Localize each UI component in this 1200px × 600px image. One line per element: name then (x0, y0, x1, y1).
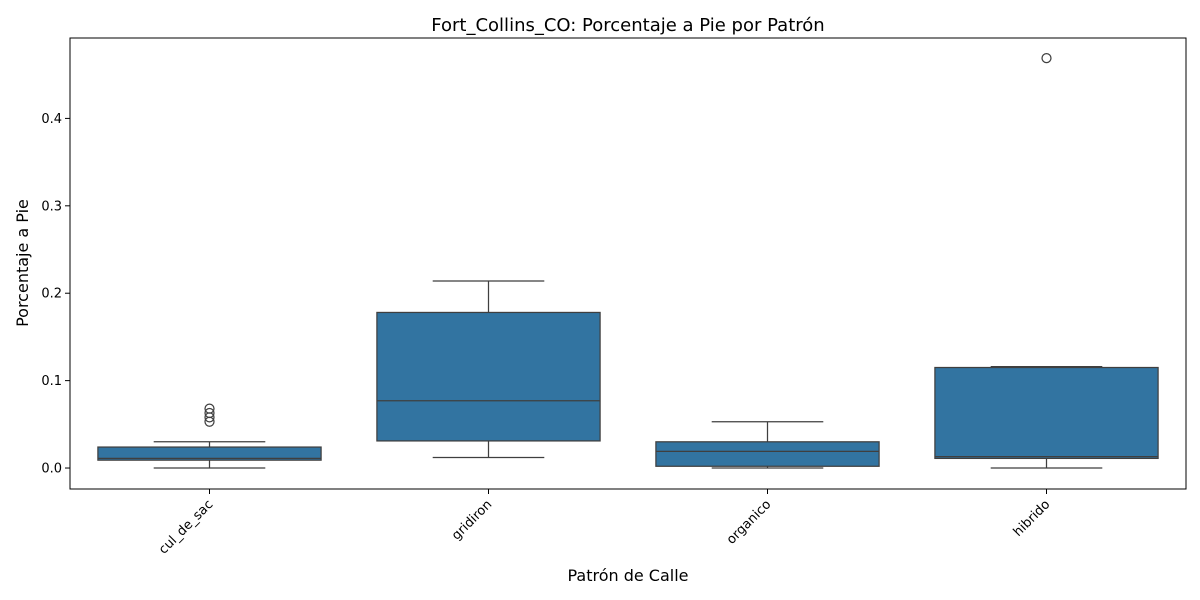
outlier-point (1041, 52, 1052, 64)
y-axis-label: Porcentaje a Pie (13, 199, 32, 327)
x-tick-label: hibrido (1011, 497, 1054, 540)
x-tick-label: gridiron (449, 497, 495, 543)
box-gridiron (376, 311, 601, 442)
chart-title: Fort_Collins_CO: Porcentaje a Pie por Pa… (431, 15, 824, 36)
plot-frame (69, 37, 1187, 490)
x-tick-label: cul_de_sac (156, 497, 216, 557)
box-organico (655, 441, 880, 467)
y-tick-label: 0.0 (41, 462, 62, 477)
y-tick-label: 0.2 (41, 287, 62, 302)
box-hibrido (934, 366, 1159, 460)
plot-area: 0.0 0.1 0.2 0.3 0.4 cul_de_sac gridiron organic… (41, 52, 1159, 557)
y-tick-label: 0.1 (41, 374, 62, 389)
outlier-point (204, 407, 215, 419)
x-axis-label: Patrón de Calle (567, 566, 688, 585)
y-tick-label: 0.4 (41, 112, 62, 127)
outlier-point (204, 403, 215, 414)
x-tick-label: organico (724, 497, 774, 547)
y-tick-label: 0.3 (41, 199, 62, 214)
box-cul_de_sac (97, 446, 322, 461)
